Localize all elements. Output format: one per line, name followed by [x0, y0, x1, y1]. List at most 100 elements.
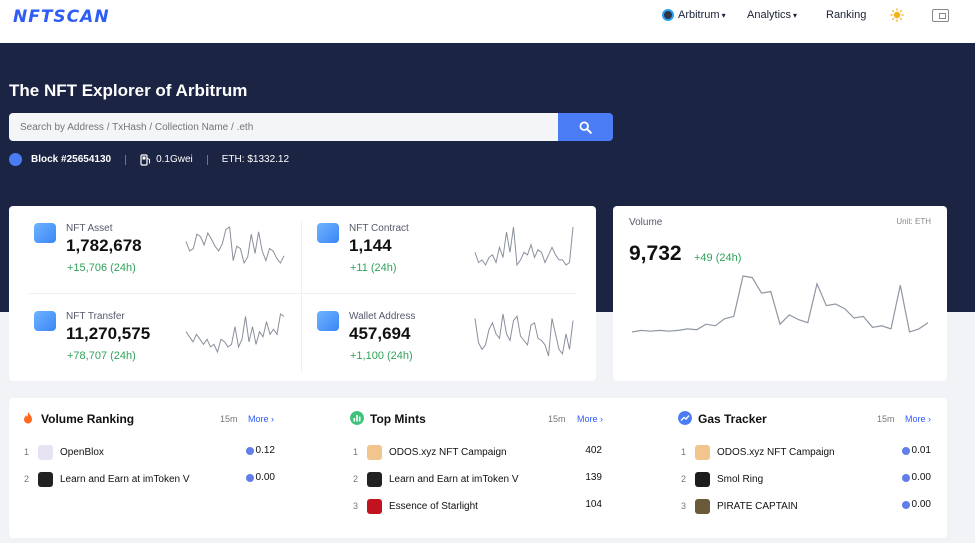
eth-icon	[901, 500, 910, 509]
gas-price: 0.1Gwei	[156, 154, 193, 165]
panel-interval[interactable]: 15m	[548, 414, 566, 424]
chevron-down-icon: ▾	[721, 10, 726, 20]
ranking-link[interactable]: Ranking	[826, 0, 866, 30]
wallet-address-icon	[317, 311, 339, 331]
collection-avatar	[38, 444, 53, 460]
metric-value: 457,694	[349, 324, 411, 343]
more-link[interactable]: More ›	[577, 414, 604, 424]
network-selector-label: Arbitrum	[678, 9, 720, 21]
metric-label: Wallet Address	[349, 311, 416, 322]
mint-count: 104	[585, 499, 602, 510]
metric-delta: +78,707 (24h)	[67, 350, 136, 362]
nft-asset-icon	[34, 223, 56, 243]
sparkline-series	[185, 226, 285, 265]
block-icon	[9, 153, 22, 166]
bar-chart-icon	[350, 411, 364, 425]
ranking-link-label: Ranking	[826, 9, 867, 21]
chevron-down-icon: ▾	[793, 10, 798, 20]
panel-interval[interactable]: 15m	[220, 414, 238, 424]
collection-name: Smol Ring	[717, 473, 764, 485]
volume-value: 9,732	[629, 242, 682, 265]
more-link[interactable]: More ›	[905, 414, 932, 424]
sparkline-series	[185, 313, 285, 354]
analytics-menu-label: Analytics	[747, 9, 792, 21]
collection-name: ODOS.xyz NFT Campaign	[389, 446, 507, 458]
panel-interval[interactable]: 15m	[877, 414, 895, 424]
rank-number: 2	[681, 474, 687, 484]
top-navigation-bar: NFTSCAN Arbitrum ▾ Analytics ▾ Ranking	[0, 0, 975, 43]
sparkline-series	[474, 313, 574, 357]
rank-number: 3	[681, 501, 687, 511]
trend-icon	[678, 411, 692, 425]
divider	[206, 154, 208, 165]
gas-pump-icon	[140, 153, 151, 166]
eth-icon	[901, 473, 910, 482]
volume-value: 0.12	[221, 445, 275, 456]
value-text: 0.00	[255, 472, 275, 483]
list-item[interactable]: 3 PIRATE CAPTAIN	[681, 498, 798, 514]
search-input[interactable]	[9, 113, 559, 141]
divider	[301, 222, 302, 372]
wallet-icon[interactable]	[932, 9, 949, 22]
search-button[interactable]	[558, 113, 613, 141]
volume-unit: Unit: ETH	[896, 217, 931, 226]
theme-toggle-sun-icon[interactable]	[890, 8, 904, 22]
eth-icon	[245, 446, 254, 455]
volume-delta: +49 (24h)	[694, 252, 742, 264]
list-item[interactable]: 1 OpenBlox	[24, 444, 104, 460]
more-link[interactable]: More ›	[248, 414, 275, 424]
divider	[29, 293, 576, 294]
list-item[interactable]: 1 ODOS.xyz NFT Campaign	[353, 444, 507, 460]
metric-label: NFT Transfer	[66, 311, 125, 322]
metric-label: NFT Contract	[349, 223, 409, 234]
collection-avatar	[695, 444, 710, 460]
panel-title: Gas Tracker	[698, 412, 767, 426]
panel-title: Volume Ranking	[41, 412, 135, 426]
collection-name: OpenBlox	[60, 446, 104, 458]
volume-card: Volume Unit: ETH 9,732 +49 (24h)	[613, 206, 947, 381]
list-item[interactable]: 1 ODOS.xyz NFT Campaign	[681, 444, 835, 460]
gas-value: 0.00	[878, 499, 931, 510]
rank-number: 2	[24, 474, 30, 484]
collection-avatar	[695, 498, 710, 514]
rank-number: 1	[24, 447, 30, 457]
rank-number: 1	[353, 447, 359, 457]
value-text: 0.01	[911, 445, 931, 456]
metric-label: NFT Asset	[66, 223, 113, 234]
list-item[interactable]: 2 Learn and Earn at imToken V	[353, 471, 519, 487]
value-text: 0.00	[911, 472, 931, 483]
collection-name: Learn and Earn at imToken V	[389, 473, 519, 485]
volume-label: Volume	[629, 217, 663, 228]
metrics-card: NFT Asset 1,782,678 +15,706 (24h) NFT Co…	[9, 206, 596, 381]
nftscan-logo[interactable]: NFTSCAN	[13, 7, 110, 27]
metric-delta: +1,100 (24h)	[350, 350, 413, 362]
list-item[interactable]: 2 Smol Ring	[681, 471, 764, 487]
latest-block[interactable]: Block #25654130	[31, 154, 112, 165]
gas-value: 0.00	[878, 472, 931, 483]
analytics-menu[interactable]: Analytics ▾	[747, 0, 797, 30]
metric-value: 1,782,678	[66, 236, 142, 255]
nft-asset-sparkline	[185, 226, 285, 265]
metric-delta: +11 (24h)	[350, 262, 397, 274]
collection-name: ODOS.xyz NFT Campaign	[717, 446, 835, 458]
eth-price: ETH: $1332.12	[221, 154, 290, 165]
mint-count: 139	[585, 472, 602, 483]
value-text: 0.12	[255, 445, 275, 456]
sparkline-series	[474, 226, 574, 267]
eth-icon	[245, 473, 254, 482]
more-link-label: More	[577, 414, 598, 424]
collection-name: Learn and Earn at imToken V	[60, 473, 190, 485]
more-link-label: More	[905, 414, 926, 424]
list-item[interactable]: 3 Essence of Starlight	[353, 498, 478, 514]
network-selector[interactable]: Arbitrum ▾	[662, 0, 726, 30]
metric-value: 1,144	[349, 236, 392, 255]
metric-value: 11,270,575	[66, 324, 151, 343]
value-text: 0.00	[911, 499, 931, 510]
collection-avatar	[38, 471, 53, 487]
arbitrum-icon	[662, 9, 674, 21]
fire-icon	[24, 412, 32, 424]
collection-avatar	[367, 444, 382, 460]
mint-count: 402	[585, 445, 602, 456]
collection-avatar	[367, 498, 382, 514]
list-item[interactable]: 2 Learn and Earn at imToken V	[24, 471, 190, 487]
